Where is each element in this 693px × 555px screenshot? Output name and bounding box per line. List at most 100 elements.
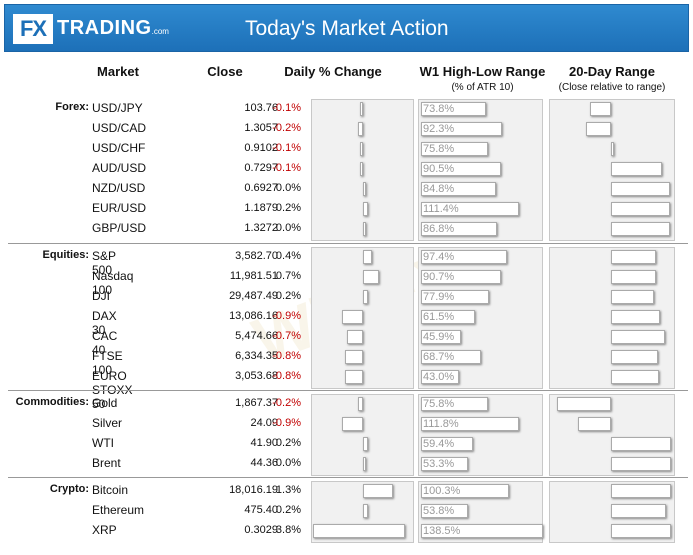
range-position-bar [611,202,670,216]
atr-range-bar [421,142,488,156]
market-name: NZD/USD [92,181,146,195]
atr-percent: 84.8% [423,183,455,195]
atr-percent: 111.8% [423,418,459,430]
logo-fx: FX [13,14,53,44]
close-value: 5,474.66 [235,330,278,342]
close-value: 29,487.49 [229,290,278,302]
group-label: Crypto: [49,483,89,495]
daily-change-bar [363,250,373,264]
range-position-bar [611,524,671,538]
daily-change-value: 0.0% [275,222,301,234]
market-name: Brent [92,456,121,470]
market-name: CAC 40 [92,329,118,357]
atr-range-bar [421,370,459,384]
daily-change-value: -0.9% [272,417,301,429]
close-value: 18,016.19 [229,484,278,496]
range-position-bar [611,370,659,384]
logo-trading: TRADING.com [57,17,169,39]
atr-percent: 73.8% [423,103,455,115]
atr-range-bar [421,290,490,304]
daily-change-value: 0.2% [275,202,301,214]
atr-percent: 68.7% [423,351,455,363]
daily-change-bar [363,222,366,236]
daily-change-bar [346,330,363,344]
range-position-bar [611,162,662,176]
daily-change-bar [363,270,380,284]
daily-change-value: 0.2% [275,437,301,449]
range-position-bar [611,437,671,451]
atr-percent: 97.4% [423,251,455,263]
market-name: GBP/USD [92,221,147,235]
daily-change-bar [363,484,393,498]
range-position-bar [611,182,670,196]
range-position-bar [590,102,611,116]
daily-change-bar [363,290,368,304]
range-position-bar [611,290,655,304]
close-value: 11,981.51 [229,270,278,282]
daily-change-value: -0.2% [272,122,301,134]
market-name: DAX 30 [92,309,117,337]
market-name: EUR/USD [92,201,147,215]
daily-change-value: -0.1% [272,142,301,154]
atr-range-bar [421,397,488,411]
atr-range-bar [421,330,462,344]
column-header-20day-range: 20-Day Range [569,64,655,79]
close-value: 0.9102 [244,142,278,154]
atr-range-bar [421,270,501,284]
close-value: 41.90 [250,437,278,449]
daily-change-bar [344,370,363,384]
atr-range-bar [421,484,510,498]
range-position-bar [611,457,671,471]
range-position-bar [611,250,656,264]
group-divider [8,390,688,391]
range-position-bar [611,330,665,344]
daily-change-value: 0.0% [275,182,301,194]
atr-range-bar [421,524,543,538]
range-position-bar [578,417,611,431]
close-value: 1.1879 [244,202,278,214]
close-value: 0.3029 [244,524,278,536]
close-value: 44.36 [250,457,278,469]
group-label: Equities: [42,249,89,261]
atr-percent: 100.3% [423,485,461,497]
atr-range-bar [421,310,476,324]
column-header-w1-range: W1 High-Low Range [419,64,546,79]
close-value: 24.09 [250,417,278,429]
atr-range-bar [421,457,468,471]
atr-range-bar [421,222,498,236]
close-value: 3,053.68 [235,370,278,382]
daily-change-value: 3.8% [275,524,301,536]
daily-change-value: 0.7% [275,270,301,282]
atr-percent: 90.5% [423,163,455,175]
daily-change-value: -0.8% [272,370,301,382]
daily-change-bar [363,202,368,216]
daily-change-value: 0.2% [275,504,301,516]
atr-percent: 86.8% [423,223,455,235]
atr-range-bar [421,162,501,176]
atr-percent: 138.5% [423,525,461,537]
daily-change-bar [342,310,363,324]
atr-range-bar [421,182,496,196]
atr-percent: 92.3% [423,123,455,135]
range-position-bar [557,397,611,411]
daily-change-value: -0.7% [272,330,301,342]
column-header-market: Market [97,64,139,79]
close-value: 13,086.16 [229,310,278,322]
daily-change-bar [313,524,405,538]
atr-percent: 59.4% [423,438,455,450]
daily-change-bar [363,504,368,518]
column-subheader-atr: (% of ATR 10) [451,82,514,93]
column-header-close: Close [207,64,243,79]
range-position-bar [611,484,671,498]
range-position-bar [611,310,661,324]
group-label: Commodities: [15,396,89,408]
close-value: 1,867.37 [235,397,278,409]
atr-range-bar [421,437,474,451]
daily-change-value: 0.0% [275,457,301,469]
atr-range-bar [421,122,503,136]
market-name: S&P 500 [92,249,116,277]
group-label: Forex: [55,101,89,113]
market-name: DJI [92,289,110,303]
atr-percent: 77.9% [423,291,455,303]
close-value: 475.40 [244,504,278,516]
